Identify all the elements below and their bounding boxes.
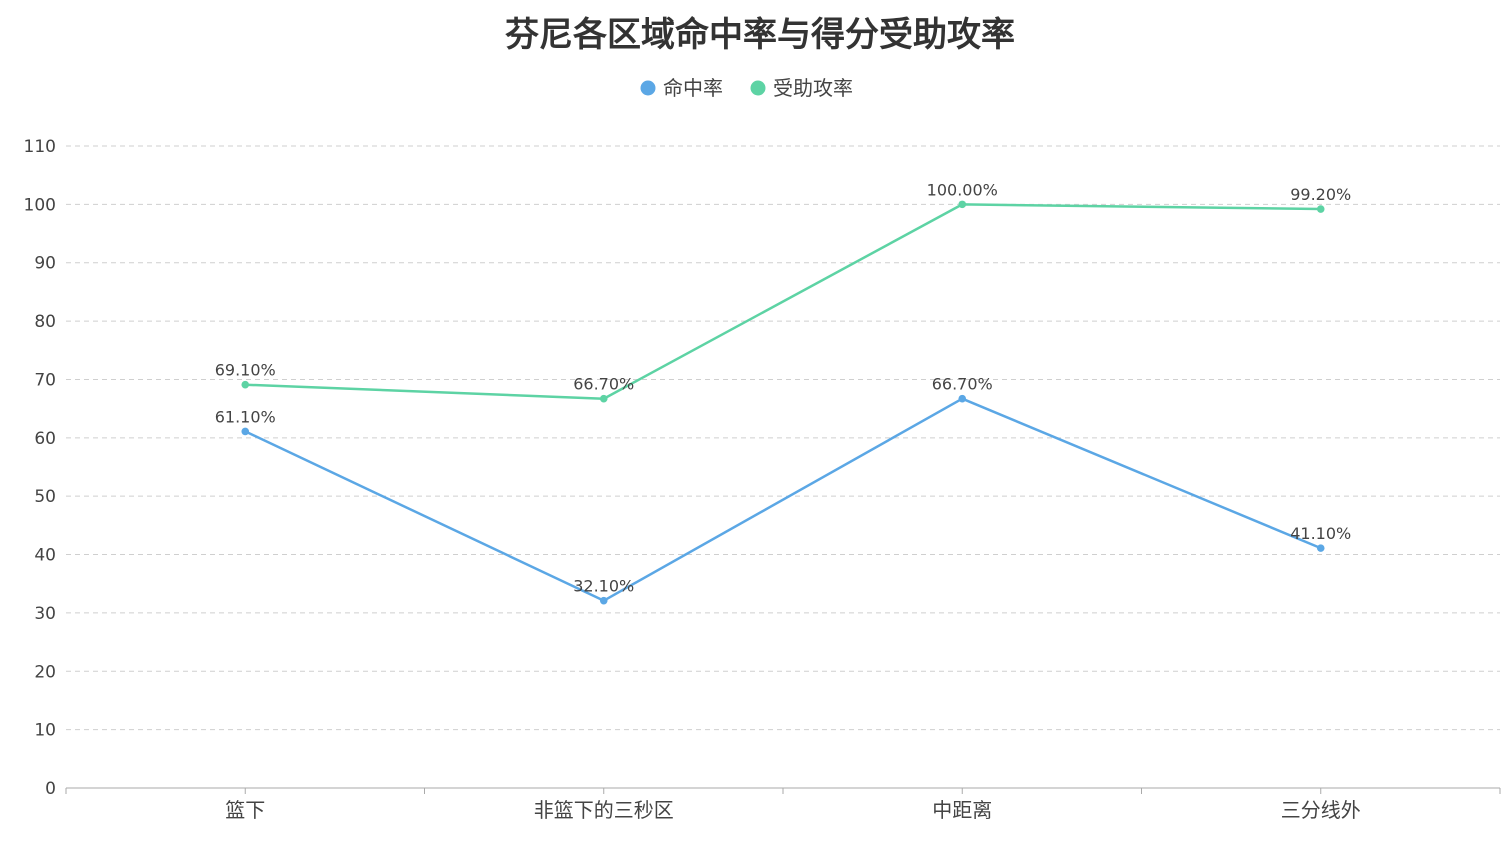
y-tick-label: 100 xyxy=(24,195,56,215)
y-tick-label: 40 xyxy=(34,546,56,566)
data-label: 69.10% xyxy=(215,361,276,380)
data-label: 41.10% xyxy=(1290,524,1351,543)
y-axis: 0 10 20 30 40 50 60 70 80 90 100 110 xyxy=(24,137,56,799)
data-point[interactable] xyxy=(958,394,967,403)
data-point[interactable] xyxy=(599,394,608,403)
legend-marker[interactable] xyxy=(640,80,656,96)
data-point[interactable] xyxy=(958,200,967,209)
y-tick-label: 110 xyxy=(24,137,56,157)
data-labels: 61.10% 32.10% 66.70% 41.10% 69.10% 66.70% 100.… xyxy=(215,180,1352,595)
legend: 命中率 受助攻率 xyxy=(640,76,853,100)
x-category-label: 篮下 xyxy=(225,798,265,822)
legend-marker[interactable] xyxy=(750,80,766,96)
data-point[interactable] xyxy=(599,596,608,605)
data-label: 66.70% xyxy=(573,375,634,394)
y-tick-label: 90 xyxy=(34,254,56,274)
series-line-0 xyxy=(244,397,1322,602)
data-point[interactable] xyxy=(1316,205,1325,213)
y-tick-label: 30 xyxy=(34,604,56,624)
legend-label[interactable]: 受助攻率 xyxy=(773,76,853,100)
y-tick-label: 20 xyxy=(34,662,56,682)
x-axis: 篮下 非篮下的三秒区 中距离 三分线外 xyxy=(65,787,1501,822)
y-tick-label: 60 xyxy=(34,429,56,449)
data-label: 66.70% xyxy=(932,375,993,394)
y-tick-label: 0 xyxy=(45,779,56,799)
x-category-label: 中距离 xyxy=(932,798,992,822)
chart-title: 芬尼各区域命中率与得分受助攻率 xyxy=(505,15,1015,55)
grid-lines xyxy=(66,145,1500,731)
y-tick-label: 10 xyxy=(34,721,56,741)
x-category-label: 非篮下的三秒区 xyxy=(534,798,674,822)
data-label: 32.10% xyxy=(573,577,634,596)
x-category-label: 三分线外 xyxy=(1281,798,1361,822)
data-point[interactable] xyxy=(1316,544,1325,552)
data-point[interactable] xyxy=(241,427,250,436)
y-tick-label: 50 xyxy=(34,487,56,507)
series-line-1 xyxy=(245,203,1321,400)
data-label: 61.10% xyxy=(215,407,276,426)
y-tick-label: 70 xyxy=(34,370,56,390)
series-layer xyxy=(241,200,1325,605)
y-tick-label: 80 xyxy=(34,312,56,332)
data-label: 99.20% xyxy=(1290,185,1351,204)
data-point[interactable] xyxy=(241,380,250,389)
legend-label[interactable]: 命中率 xyxy=(663,76,723,100)
data-label: 100.00% xyxy=(927,180,998,199)
